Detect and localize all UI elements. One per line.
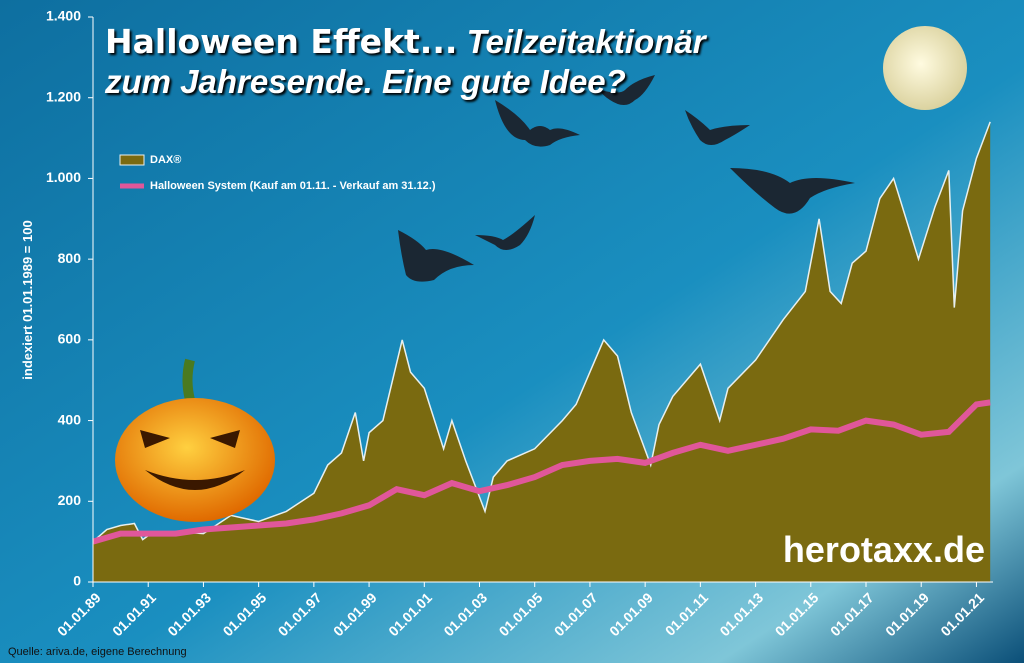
bats	[398, 75, 855, 282]
area-edge	[92, 121, 991, 543]
chart-title: Halloween Effekt...	[105, 22, 458, 61]
y-tick-label: 600	[58, 331, 82, 347]
source: Quelle: ariva.de, eigene Berechnung	[8, 646, 187, 658]
legend-label: DAX®	[150, 154, 181, 166]
pumpkin	[115, 358, 275, 522]
y-tick-label: 0	[73, 573, 81, 589]
decoration	[115, 26, 967, 522]
y-tick-label: 1.400	[46, 8, 81, 24]
y-axis-label: indexiert 01.01.1989 = 100	[20, 220, 35, 379]
y-tick-label: 1.000	[46, 169, 81, 185]
y-tick-label: 400	[58, 411, 82, 427]
line	[92, 399, 991, 545]
title-block: Halloween Effekt... Teilzeitaktionär zum…	[105, 22, 725, 102]
legend-label: Halloween System (Kauf am 01.11. - Verka…	[150, 180, 436, 192]
y-tick-label: 1.200	[46, 88, 81, 104]
y-tick-label: 800	[58, 250, 82, 266]
legend-swatch	[119, 154, 145, 166]
chart-subtitle: Teilzeitaktionär zum Jahresende. Eine gu…	[105, 23, 706, 100]
area	[93, 121, 991, 583]
y-tick-label: 200	[58, 492, 82, 508]
moon	[883, 26, 967, 110]
plot-area	[92, 17, 993, 583]
watermark: herotaxx.de	[783, 529, 985, 570]
